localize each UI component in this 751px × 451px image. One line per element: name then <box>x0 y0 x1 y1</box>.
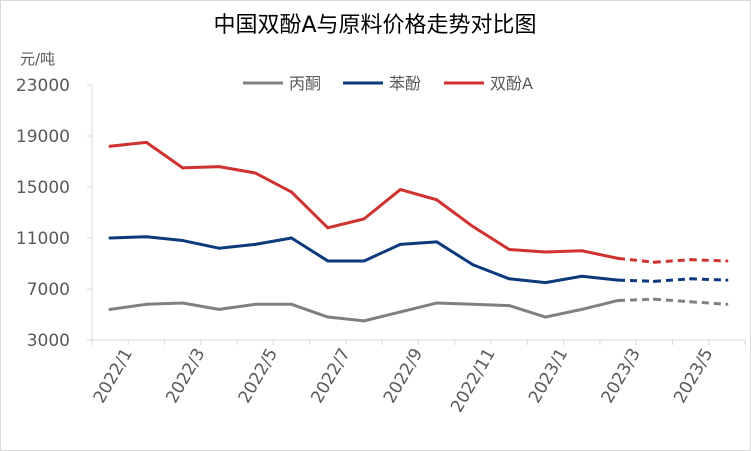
data-point <box>725 259 729 263</box>
data-point <box>725 302 729 306</box>
data-point <box>290 236 294 240</box>
data-point <box>471 225 475 229</box>
data-point <box>616 298 620 302</box>
data-point <box>253 242 257 246</box>
series-line-丙酮 <box>108 298 620 323</box>
data-point <box>181 301 185 305</box>
data-point <box>689 258 693 262</box>
series-forecast-line-双酚A <box>617 256 727 264</box>
series-forecast-line-苯酚 <box>617 277 727 283</box>
data-point <box>435 240 439 244</box>
legend-label: 苯酚 <box>389 74 421 93</box>
data-point <box>725 278 729 282</box>
y-tick-label: 15000 <box>16 178 70 198</box>
data-point <box>108 307 112 311</box>
data-point <box>217 307 221 311</box>
data-point <box>471 263 475 267</box>
data-point <box>689 277 693 281</box>
data-point <box>362 259 366 263</box>
x-tick-label: 2022/1 <box>90 345 137 407</box>
data-point <box>362 217 366 221</box>
data-point <box>290 190 294 194</box>
data-point <box>652 297 656 301</box>
data-point <box>181 239 185 243</box>
data-point <box>580 274 584 278</box>
axes: 3000 7000 11000 15000 19000 23000 2022/1 2022/3… <box>16 76 746 416</box>
data-point <box>580 249 584 253</box>
data-point <box>326 315 330 319</box>
y-tick-label: 23000 <box>16 76 70 96</box>
x-tick-label: 2022/11 <box>447 345 500 416</box>
x-tick-label: 2022/5 <box>235 345 282 407</box>
x-tick-label: 2022/9 <box>380 345 427 407</box>
data-point <box>398 188 402 192</box>
legend-label: 丙酮 <box>289 74 321 93</box>
data-point <box>652 260 656 264</box>
x-tick-label: 2023/3 <box>598 345 645 407</box>
data-point <box>144 140 148 144</box>
legend: 丙酮 苯酚 双酚A <box>243 74 533 93</box>
data-point <box>398 310 402 314</box>
data-point <box>471 302 475 306</box>
data-point <box>616 278 620 282</box>
data-point <box>543 250 547 254</box>
y-tick-label: 3000 <box>27 331 70 351</box>
data-point <box>108 236 112 240</box>
data-point <box>217 165 221 169</box>
data-point <box>108 144 112 148</box>
data-point <box>507 304 511 308</box>
data-point <box>507 247 511 251</box>
data-point <box>616 256 620 260</box>
data-point <box>326 226 330 230</box>
y-tick-label: 11000 <box>16 229 70 249</box>
data-point <box>435 198 439 202</box>
series-layer <box>108 140 729 323</box>
data-point <box>398 242 402 246</box>
data-point <box>144 235 148 239</box>
data-point <box>253 171 257 175</box>
x-tick-label: 2022/7 <box>307 345 354 407</box>
chart-title: 中国双酚A与原料价格走势对比图 <box>213 13 536 38</box>
data-point <box>362 319 366 323</box>
legend-label: 双酚A <box>490 74 533 93</box>
data-point <box>543 281 547 285</box>
data-point <box>507 277 511 281</box>
data-point <box>689 300 693 304</box>
data-point <box>253 302 257 306</box>
data-point <box>543 315 547 319</box>
data-point <box>580 307 584 311</box>
data-point <box>435 301 439 305</box>
y-tick-label: 19000 <box>16 127 70 147</box>
x-tick-label: 2023/1 <box>525 345 572 407</box>
y-tick-label: 7000 <box>27 280 70 300</box>
x-tick-label: 2022/3 <box>162 345 209 407</box>
data-point <box>652 279 656 283</box>
series-forecast-line-丙酮 <box>617 297 727 306</box>
data-point <box>144 302 148 306</box>
data-point <box>290 302 294 306</box>
data-point <box>181 166 185 170</box>
x-tick-label: 2023/5 <box>670 345 717 407</box>
data-point <box>217 246 221 250</box>
data-point <box>326 259 330 263</box>
y-axis-unit: 元/吨 <box>20 50 55 68</box>
